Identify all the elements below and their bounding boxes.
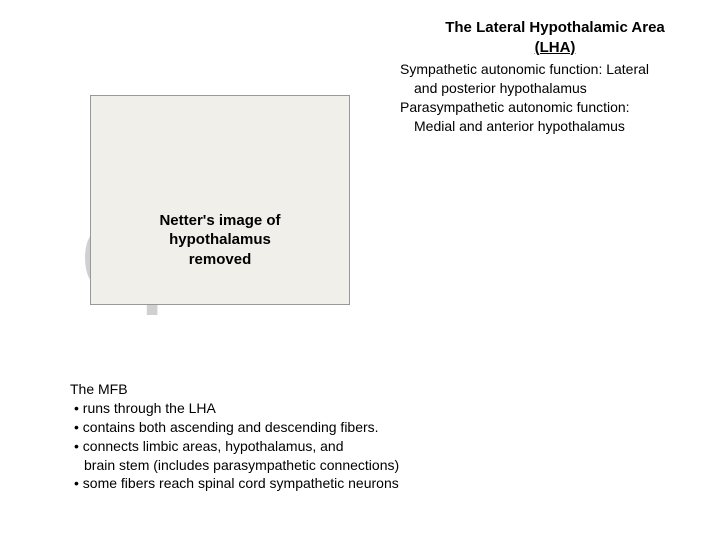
list-item: connects limbic areas, hypothalamus, and… <box>70 437 490 475</box>
list-item: contains both ascending and descending f… <box>70 418 490 437</box>
mfb-list: runs through the LHA contains both ascen… <box>70 399 490 493</box>
page-subtitle: (LHA) <box>400 38 710 58</box>
mfb-heading: The MFB <box>70 380 490 399</box>
parasympathetic-line1: Parasympathetic autonomic function: <box>400 98 720 117</box>
sympathetic-line1: Sympathetic autonomic function: Lateral <box>400 60 720 79</box>
mfb-section: The MFB runs through the LHA contains bo… <box>70 380 490 493</box>
title-block: The Lateral Hypothalamic Area (LHA) <box>400 18 710 57</box>
list-item: some fibers reach spinal cord sympatheti… <box>70 474 490 493</box>
autonomic-text: Sympathetic autonomic function: Lateral … <box>400 60 720 136</box>
image-label-line1: Netter's image of <box>159 211 280 231</box>
image-label-line3: removed <box>159 250 280 270</box>
image-placeholder-box: Netter's image of hypothalamus removed <box>90 95 350 305</box>
image-placeholder-label: Netter's image of hypothalamus removed <box>159 211 280 270</box>
sympathetic-line2: and posterior hypothalamus <box>400 79 720 98</box>
image-label-line2: hypothalamus <box>159 230 280 250</box>
page-title: The Lateral Hypothalamic Area <box>400 18 710 38</box>
list-item: runs through the LHA <box>70 399 490 418</box>
parasympathetic-line2: Medial and anterior hypothalamus <box>400 117 720 136</box>
